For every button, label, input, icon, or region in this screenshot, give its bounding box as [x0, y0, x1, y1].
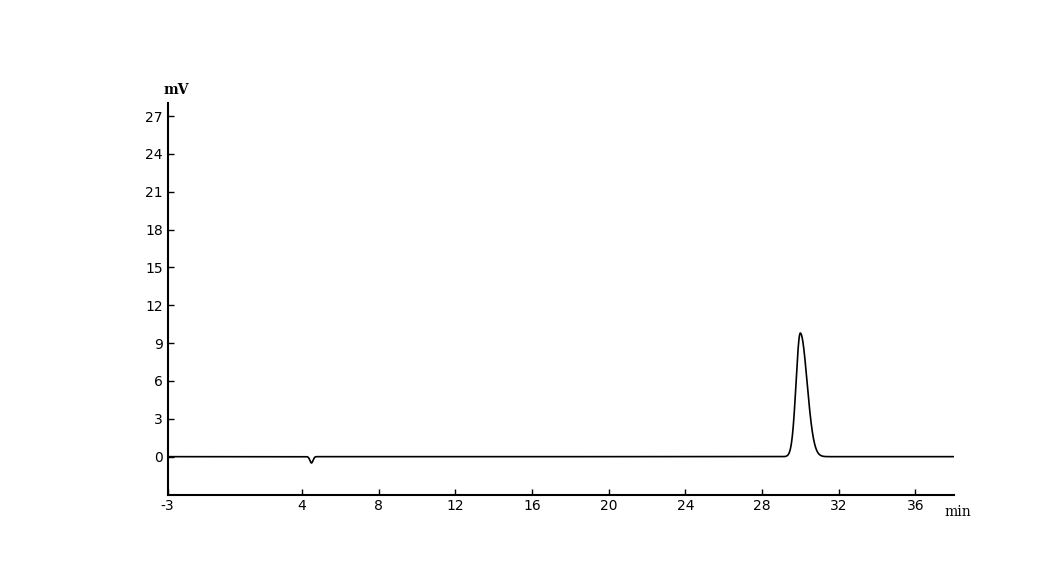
- Text: mV: mV: [163, 83, 190, 97]
- Text: min: min: [944, 505, 970, 519]
